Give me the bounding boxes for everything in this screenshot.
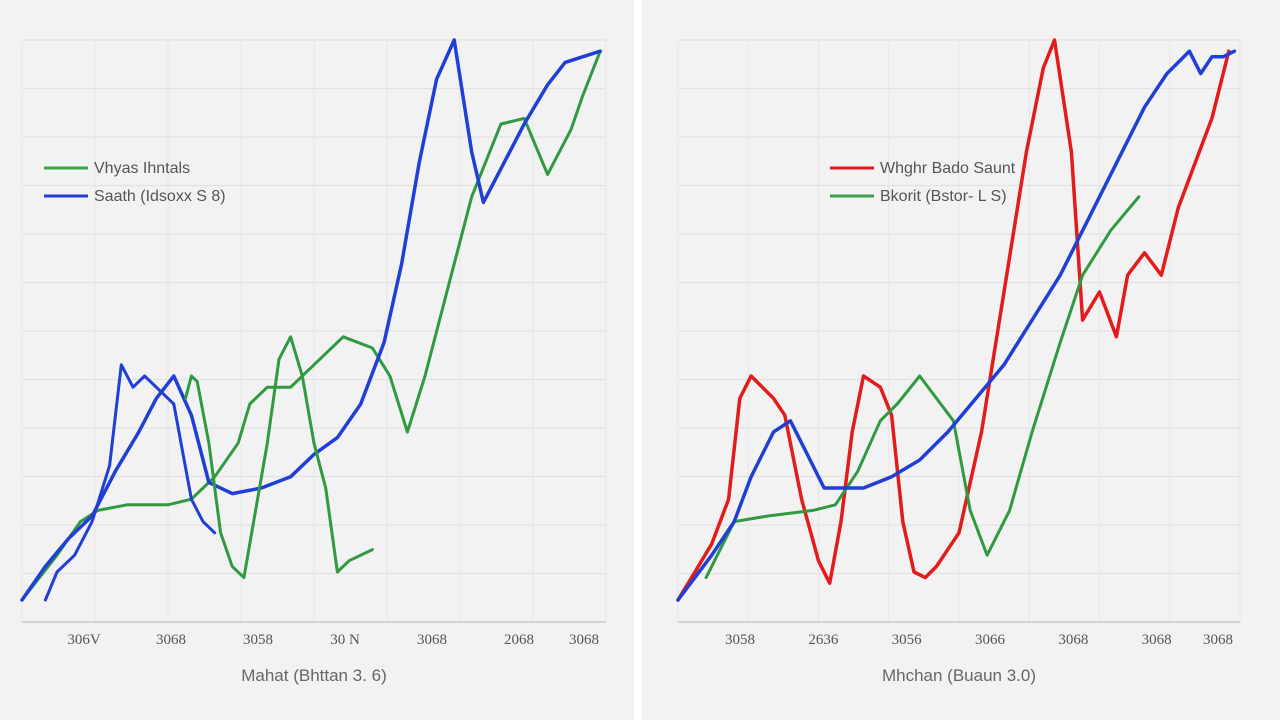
legend: Whghr Bado Saunt Bkorit (Bstor- L S) — [830, 160, 1016, 205]
x-tick-label: 306V — [67, 632, 101, 648]
legend-label: Whghr Bado Saunt — [880, 160, 1016, 177]
x-tick-label: 30 N — [330, 632, 360, 648]
x-tick-label: 3058 — [243, 632, 273, 648]
series-line-0 — [676, 38, 1231, 602]
x-tick-label: 3068 — [1142, 632, 1172, 648]
x-tick-label: 3056 — [892, 632, 923, 648]
series-line-0 — [20, 49, 602, 602]
series-group — [676, 38, 1237, 602]
x-tick-labels: 306V 3068 3058 30 N 3068 2068 3068 — [67, 632, 599, 648]
x-tick-label: 3058 — [725, 632, 755, 648]
grid — [21, 39, 607, 623]
x-tick-label: 3068 — [1058, 632, 1088, 648]
right-chart-panel: 3058 2636 3056 3066 3068 3068 3068 Mhchan (Buau… — [642, 0, 1280, 720]
x-tick-label: 3068 — [417, 632, 447, 648]
x-tick-label: 3068 — [156, 632, 186, 648]
x-tick-label: 2068 — [504, 632, 534, 648]
panel-divider — [634, 0, 642, 720]
series-line-1 — [20, 38, 602, 602]
right-line-chart: 3058 2636 3056 3066 3068 3068 3068 Mhchan (Buau… — [676, 38, 1241, 685]
legend-label: Vhyas Ihntals — [94, 160, 190, 177]
left-chart-panel: 306V 3068 3058 30 N 3068 2068 3068 Mahat (Bhtta… — [0, 0, 634, 720]
legend-label: Saath (Idsoxx S 8) — [94, 188, 226, 205]
x-tick-label: 3066 — [975, 632, 1006, 648]
series-line-2 — [184, 335, 374, 580]
x-tick-labels: 3058 2636 3056 3066 3068 3068 3068 — [725, 632, 1233, 648]
legend: Vhyas Ihntals Saath (Idsoxx S 8) — [44, 160, 226, 205]
legend-label: Bkorit (Bstor- L S) — [880, 188, 1007, 205]
series-line-1 — [704, 195, 1141, 580]
x-tick-label: 2636 — [808, 632, 839, 648]
x-axis-label: Mahat (Bhttan 3. 6) — [241, 666, 387, 685]
series-line-3 — [43, 363, 217, 602]
x-tick-label: 3068 — [569, 632, 599, 648]
series-group — [20, 38, 602, 602]
x-tick-label: 3068 — [1203, 632, 1233, 648]
x-axis-label: Mhchan (Buaun 3.0) — [882, 666, 1036, 685]
series-line-2 — [676, 49, 1237, 602]
left-line-chart: 306V 3068 3058 30 N 3068 2068 3068 Mahat (Bhtta… — [20, 38, 607, 685]
